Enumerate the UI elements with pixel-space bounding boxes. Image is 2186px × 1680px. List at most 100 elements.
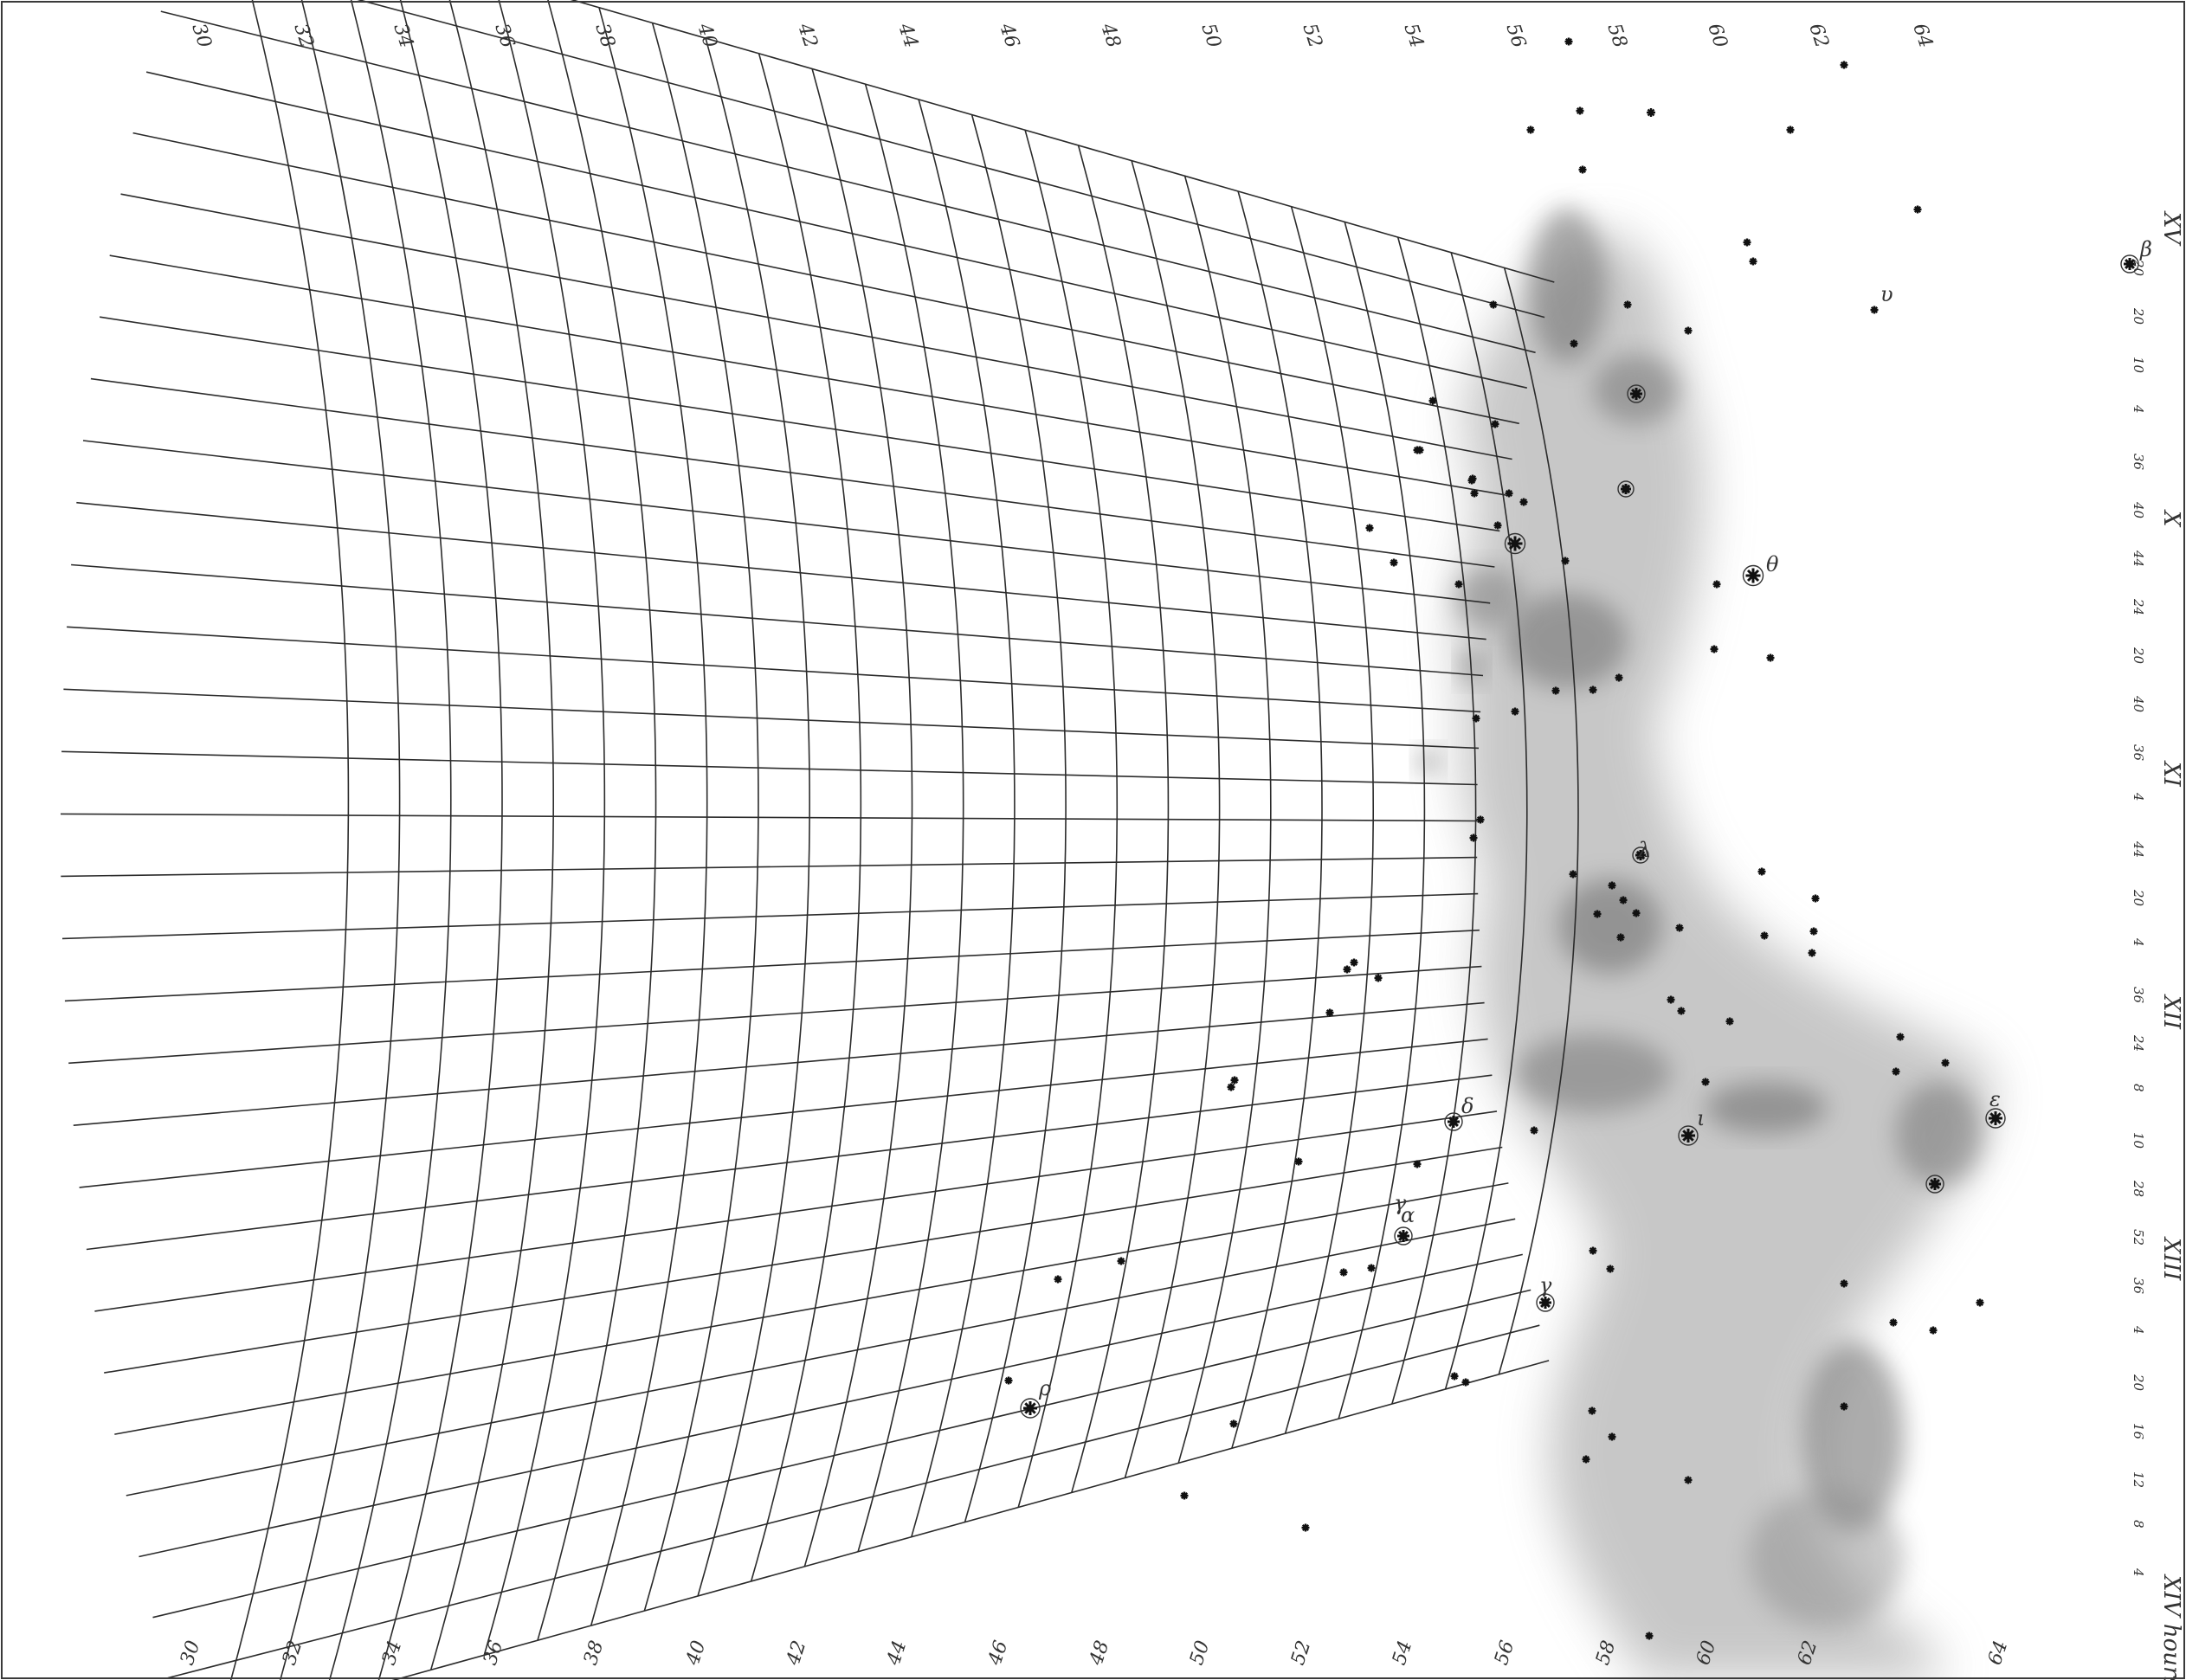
star bbox=[1564, 37, 1573, 46]
star bbox=[1870, 306, 1879, 314]
hour-label: XV bbox=[2158, 210, 2184, 247]
star bbox=[1461, 1378, 1470, 1387]
hour-line bbox=[68, 965, 1482, 1065]
minute-label: 4 bbox=[2131, 404, 2146, 414]
minute-label: 36 bbox=[2131, 454, 2146, 471]
star bbox=[1054, 1275, 1062, 1284]
star-letter-label: γ bbox=[1539, 1273, 1552, 1297]
star bbox=[1570, 339, 1578, 348]
star bbox=[1454, 580, 1463, 589]
minute-label: 4 bbox=[2131, 1325, 2146, 1335]
star bbox=[1020, 1398, 1041, 1419]
declination-label-bottom: 52 bbox=[1287, 1638, 1315, 1667]
star bbox=[1428, 396, 1437, 405]
hour-line bbox=[61, 750, 1478, 786]
minute-label: 36 bbox=[2131, 1278, 2146, 1295]
star bbox=[1701, 1078, 1710, 1086]
star bbox=[1004, 1376, 1013, 1385]
declination-label-top: 46 bbox=[995, 20, 1023, 50]
star bbox=[1678, 1125, 1699, 1146]
star bbox=[1413, 446, 1422, 454]
minute-label: 40 bbox=[2131, 695, 2146, 713]
hour-line bbox=[391, 1360, 1550, 1680]
minute-label: 24 bbox=[2131, 598, 2146, 615]
hour-line bbox=[109, 254, 1506, 496]
star-letter-label: α bbox=[1401, 1203, 1415, 1227]
star bbox=[1760, 931, 1769, 940]
hour-line bbox=[145, 71, 1527, 389]
star-letter-label: γ bbox=[1394, 1191, 1407, 1215]
star bbox=[1450, 1372, 1459, 1381]
star bbox=[1526, 126, 1535, 134]
star bbox=[1227, 1083, 1235, 1091]
star bbox=[1809, 927, 1818, 936]
star bbox=[1615, 673, 1623, 682]
star bbox=[1294, 1157, 1303, 1166]
star bbox=[1627, 384, 1646, 403]
minute-label: 20 bbox=[2131, 259, 2146, 277]
star bbox=[1530, 1126, 1538, 1135]
star bbox=[1343, 965, 1351, 974]
minute-label: 24 bbox=[2131, 1034, 2146, 1052]
hour-line bbox=[126, 1218, 1516, 1497]
star bbox=[1632, 909, 1641, 917]
star-letter-label: ε bbox=[1989, 1087, 2001, 1111]
minute-label: 40 bbox=[2131, 501, 2146, 519]
declination-label-bottom: 56 bbox=[1491, 1638, 1519, 1667]
star bbox=[1472, 714, 1480, 723]
declination-arc bbox=[229, 0, 350, 1680]
declination-label-bottom: 46 bbox=[984, 1638, 1013, 1668]
star bbox=[1467, 476, 1476, 485]
hour-line bbox=[167, 1324, 1540, 1679]
star bbox=[1374, 974, 1383, 982]
star bbox=[1589, 1246, 1597, 1255]
hour-line bbox=[79, 1038, 1488, 1188]
star bbox=[1616, 933, 1625, 942]
star-letter-label: θ bbox=[1766, 552, 1779, 576]
star bbox=[1608, 1432, 1616, 1441]
star bbox=[1623, 300, 1632, 309]
declination-label-top: 30 bbox=[187, 21, 215, 50]
star bbox=[1491, 420, 1499, 428]
star bbox=[1929, 1326, 1938, 1335]
hour-label: XII bbox=[2158, 994, 2184, 1030]
star bbox=[1413, 1160, 1422, 1168]
star bbox=[1230, 1076, 1239, 1085]
hour-line bbox=[86, 1074, 1493, 1251]
minute-label: 10 bbox=[2131, 1132, 2146, 1149]
star bbox=[1742, 564, 1764, 587]
star bbox=[1840, 1279, 1848, 1288]
hour-line bbox=[114, 1182, 1509, 1435]
minute-label: 20 bbox=[2131, 647, 2146, 665]
minute-label: 36 bbox=[2131, 987, 2146, 1004]
minute-label: 4 bbox=[2131, 792, 2146, 801]
star bbox=[1606, 1265, 1615, 1273]
star bbox=[1390, 558, 1398, 567]
star-letter-label: λ bbox=[1637, 838, 1651, 862]
declination-label-top: 44 bbox=[893, 20, 922, 50]
minute-label: 4 bbox=[2131, 1567, 2146, 1577]
star bbox=[1647, 108, 1655, 117]
star bbox=[1712, 580, 1721, 589]
star bbox=[1588, 1406, 1596, 1415]
hour-line bbox=[67, 626, 1481, 713]
star bbox=[1632, 846, 1649, 864]
star bbox=[1913, 205, 1922, 214]
star bbox=[1561, 557, 1570, 565]
star bbox=[1325, 1008, 1334, 1017]
declination-label-bottom: 64 bbox=[1984, 1638, 2012, 1667]
hour-line bbox=[357, 0, 1545, 319]
star bbox=[1757, 867, 1766, 876]
stars-layer bbox=[1004, 37, 2139, 1640]
star bbox=[1710, 645, 1718, 653]
minute-label: 36 bbox=[2131, 744, 2146, 762]
star bbox=[1896, 1033, 1905, 1041]
declination-label-bottom: 54 bbox=[1389, 1638, 1416, 1667]
hour-line bbox=[120, 193, 1512, 460]
star-letter-label: ι bbox=[1697, 1106, 1705, 1130]
star bbox=[1840, 61, 1848, 69]
star bbox=[1667, 995, 1675, 1004]
hour-line bbox=[60, 813, 1478, 822]
star bbox=[1394, 1226, 1413, 1246]
